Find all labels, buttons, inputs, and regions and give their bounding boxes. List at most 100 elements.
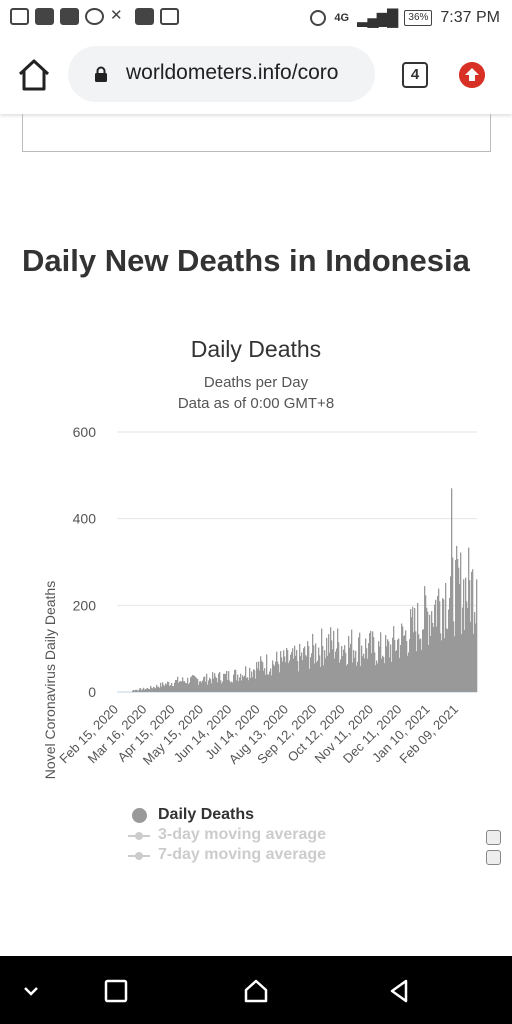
daily-death-bar[interactable] [441, 640, 443, 692]
daily-death-bar[interactable] [350, 643, 352, 692]
daily-death-bar[interactable] [379, 646, 381, 692]
daily-death-bar[interactable] [475, 623, 477, 692]
daily-death-bar[interactable] [344, 645, 346, 692]
daily-death-bar[interactable] [355, 650, 357, 692]
daily-death-bar[interactable] [310, 657, 312, 692]
daily-death-bar[interactable] [439, 601, 441, 692]
daily-death-bar[interactable] [360, 666, 362, 692]
daily-death-bar[interactable] [217, 682, 219, 692]
daily-death-bar[interactable] [211, 683, 213, 692]
chart-bars[interactable] [132, 488, 478, 692]
daily-death-bar[interactable] [151, 687, 153, 692]
daily-death-bar[interactable] [279, 672, 281, 692]
daily-death-bar[interactable] [324, 650, 326, 692]
daily-death-bar[interactable] [254, 670, 256, 692]
daily-death-bar[interactable] [268, 674, 270, 692]
daily-death-bar[interactable] [320, 666, 322, 692]
daily-death-bar[interactable] [330, 627, 332, 692]
daily-death-bar[interactable] [190, 677, 192, 692]
daily-death-bar[interactable] [242, 675, 244, 692]
daily-death-bar[interactable] [389, 657, 391, 692]
daily-death-bar[interactable] [284, 656, 286, 692]
daily-death-bar[interactable] [427, 611, 429, 692]
recent-apps-icon[interactable] [101, 976, 131, 1006]
tab-switcher-button[interactable]: 4 [402, 62, 428, 88]
daily-death-bar[interactable] [271, 675, 273, 692]
daily-death-bar[interactable] [227, 679, 229, 692]
daily-death-bar[interactable] [454, 636, 456, 692]
daily-death-bar[interactable] [204, 676, 206, 692]
daily-death-bar[interactable] [171, 683, 173, 692]
daily-death-bar[interactable] [450, 576, 452, 692]
daily-death-bar[interactable] [201, 682, 203, 692]
daily-death-bar[interactable] [312, 633, 314, 692]
daily-death-bar[interactable] [385, 635, 387, 692]
daily-death-bar[interactable] [426, 607, 428, 692]
daily-death-bar[interactable] [388, 641, 390, 692]
daily-death-bar[interactable] [440, 633, 442, 692]
daily-death-bar[interactable] [403, 636, 405, 692]
daily-death-bar[interactable] [416, 651, 418, 692]
daily-death-bar[interactable] [466, 601, 468, 692]
daily-death-bar[interactable] [267, 674, 269, 692]
daily-death-bar[interactable] [353, 650, 355, 692]
daily-death-bar[interactable] [139, 688, 141, 692]
daily-death-bar[interactable] [209, 677, 211, 692]
daily-death-bar[interactable] [237, 674, 239, 692]
daily-death-bar[interactable] [261, 660, 263, 692]
daily-death-bar[interactable] [194, 676, 196, 692]
daily-death-bar[interactable] [356, 665, 358, 692]
daily-death-bar[interactable] [269, 671, 271, 692]
daily-death-bar[interactable] [368, 643, 370, 692]
back-icon[interactable] [384, 976, 414, 1006]
daily-death-bar[interactable] [431, 611, 433, 692]
daily-death-bar[interactable] [132, 690, 134, 692]
legend-item-daily-deaths[interactable]: Daily Deaths [128, 806, 388, 826]
daily-death-bar[interactable] [136, 689, 138, 692]
daily-death-bar[interactable] [235, 669, 237, 692]
daily-death-bar[interactable] [453, 621, 455, 692]
daily-death-bar[interactable] [149, 689, 151, 692]
daily-death-bar[interactable] [293, 658, 295, 692]
daily-death-bar[interactable] [449, 597, 451, 692]
daily-death-bar[interactable] [277, 661, 279, 692]
daily-death-bar[interactable] [286, 648, 288, 692]
daily-death-bar[interactable] [467, 607, 469, 692]
daily-death-bar[interactable] [469, 580, 471, 692]
daily-death-bar[interactable] [314, 663, 316, 692]
daily-death-bar[interactable] [238, 681, 240, 692]
daily-death-bar[interactable] [259, 670, 261, 692]
daily-death-bar[interactable] [418, 634, 420, 692]
daily-death-bar[interactable] [348, 635, 350, 692]
daily-death-bar[interactable] [249, 667, 251, 692]
daily-death-bar[interactable] [435, 599, 437, 692]
daily-death-bar[interactable] [447, 629, 449, 692]
daily-death-bar[interactable] [260, 656, 262, 692]
daily-death-bar[interactable] [442, 598, 444, 692]
chevron-down-icon[interactable] [16, 976, 46, 1006]
daily-death-bar[interactable] [428, 644, 430, 692]
daily-death-bar[interactable] [239, 677, 241, 692]
daily-death-bar[interactable] [341, 646, 343, 692]
daily-death-bar[interactable] [191, 676, 193, 692]
daily-death-bar[interactable] [464, 629, 466, 692]
daily-death-bar[interactable] [192, 675, 194, 692]
daily-death-bar[interactable] [266, 654, 268, 692]
daily-death-bar[interactable] [415, 631, 417, 692]
daily-death-bar[interactable] [337, 628, 339, 692]
daily-death-bar[interactable] [316, 662, 318, 692]
daily-death-bar[interactable] [135, 689, 137, 692]
daily-death-bar[interactable] [274, 665, 276, 692]
daily-death-bar[interactable] [463, 579, 465, 692]
daily-death-bar[interactable] [397, 639, 399, 692]
daily-death-bar[interactable] [220, 680, 222, 692]
daily-death-bar[interactable] [406, 641, 408, 692]
daily-death-bar[interactable] [232, 682, 234, 692]
daily-death-bar[interactable] [164, 686, 166, 692]
daily-death-bar[interactable] [212, 672, 214, 692]
daily-death-bar[interactable] [339, 662, 341, 692]
daily-death-bar[interactable] [393, 626, 395, 692]
daily-death-bar[interactable] [141, 690, 143, 692]
daily-death-bar[interactable] [166, 684, 168, 692]
daily-death-bar[interactable] [298, 671, 300, 692]
